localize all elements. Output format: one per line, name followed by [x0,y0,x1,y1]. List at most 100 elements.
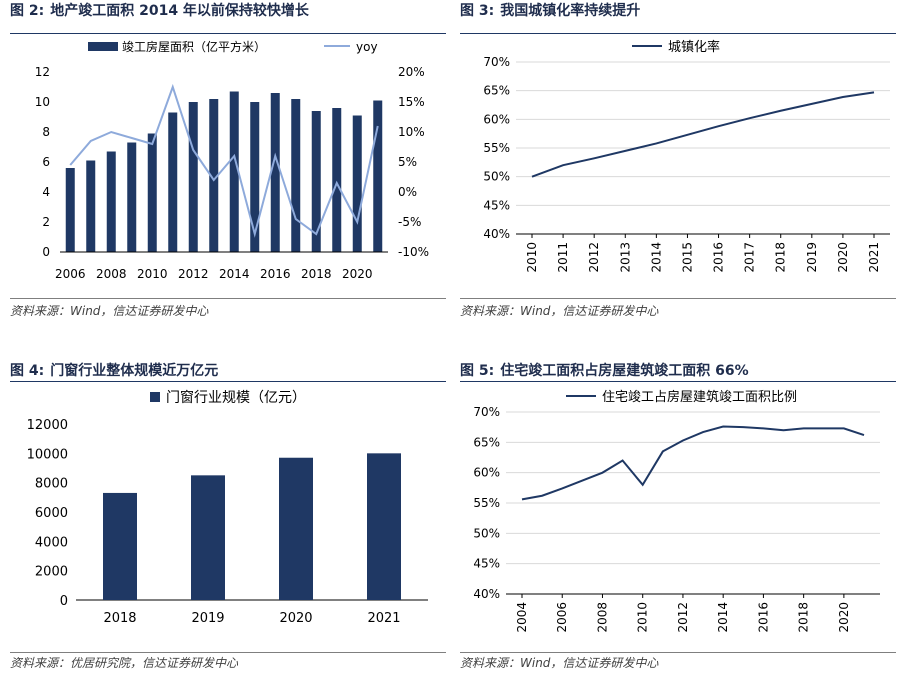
x-tick-label: 2018 [774,242,788,273]
fig3-title: 图 3: 我国城镇化率持续提升 [460,3,641,19]
bar [291,99,301,252]
x-tick-label: 2017 [743,242,757,273]
fig5-title: 图 5: 住宅竣工面积占房屋建筑竣工面积 66% [460,363,749,379]
x-tick-label: 2021 [867,242,881,273]
x-tick-label: 2013 [618,242,632,273]
fig3-source: 资料来源：Wind，信达证券研发中心 [460,304,659,318]
bar [209,99,219,252]
x-tick-label: 2006 [55,267,86,281]
x-tick-label: 2008 [595,602,609,633]
series-line [531,91,875,178]
y-left-tick-label: 8 [42,125,50,139]
y-left-tick-label: 6 [42,155,50,169]
bar [229,91,239,252]
bar [65,168,75,252]
y-left-tick-label: 4 [42,185,50,199]
y-right-tick-label: -5% [398,215,421,229]
bar [373,100,383,252]
bar [311,111,321,252]
x-tick-label: 2010 [137,267,168,281]
panel-fig5: 图 5: 住宅竣工面积占房屋建筑竣工面积 66% 40% 45% 50% 55% 60% 6… [460,360,896,680]
bar [127,142,137,252]
x-tick-label: 2018 [797,602,811,633]
y-tick-label: 4000 [35,535,68,550]
y-right-tick-label: 0% [398,185,417,199]
fig5-source: 资料来源：Wind，信达证券研发中心 [460,656,659,670]
fig3-chart: 40% 45% 50% 55% 60% 65% 70% 2010 2011 2012 2013 201… [483,39,890,273]
y-tick-label: 55% [473,496,500,510]
x-tick-label: 2006 [555,602,569,633]
x-tick-label: 2016 [260,267,291,281]
y-tick-label: 65% [483,84,510,98]
x-tick-label: 2010 [636,602,650,633]
y-left-tick-label: 2 [42,215,50,229]
y-tick-label: 40% [473,587,500,601]
legend-swatch [150,392,160,402]
legend-label: 住宅竣工占房屋建筑竣工面积比例 [602,389,797,405]
bar [270,93,280,252]
x-tick-label: 2014 [716,602,730,633]
y-tick-label: 2000 [35,565,68,580]
y-tick-label: 45% [473,557,500,571]
legend-label-yoy: yoy [356,40,378,54]
x-tick-label: 2020 [836,242,850,273]
y-tick-label: 65% [473,435,500,449]
y-left-tick-label: 0 [42,245,50,259]
fig2-source: 资料来源：Wind，信达证券研发中心 [10,304,209,318]
panel-fig2: 图 2: 地产竣工面积 2014 年以前保持较快增长 竣工房屋面积（亿平方米） yo… [10,0,446,330]
x-tick-label: 2012 [587,242,601,273]
y-tick-label: 70% [473,405,500,419]
y-right-tick-label: 20% [398,65,425,79]
bar [250,102,260,252]
x-tick-label: 2015 [680,242,694,273]
x-tick-label: 2012 [178,267,209,281]
y-tick-label: 50% [473,526,500,540]
x-tick-label: 2014 [219,267,250,281]
y-right-tick-label: 5% [398,155,417,169]
fig4-chart: 0 2000 4000 6000 8000 10000 12000 2018 2019 2020 2… [27,389,428,626]
fig4-title: 图 4: 门窗行业整体规模近万亿元 [10,363,219,379]
bar [106,151,116,252]
fig5-chart: 40% 45% 50% 55% 60% 65% 70% 2004 2006 2008 2010 201… [473,389,880,633]
x-tick-label: 2018 [301,267,332,281]
yoy-line [69,83,379,238]
fig4-source: 资料来源：优居研究院，信达证券研发中心 [10,656,239,670]
y-tick-label: 12000 [27,418,68,433]
y-tick-label: 55% [483,141,510,155]
y-tick-label: 10000 [27,447,68,462]
bar [352,115,362,252]
y-tick-label: 60% [473,466,500,480]
fig2-chart: 竣工房屋面积（亿平方米） yoy 0 2 4 6 8 10 12 -10% -5% 0% 5% 10% 15… [35,39,429,281]
bar [332,108,342,252]
panel-fig3: 图 3: 我国城镇化率持续提升 40% 45% 50% 55% 60% 65% 70% 2010… [460,0,896,330]
bar [86,160,96,252]
x-tick-label: 2008 [96,267,127,281]
bar [367,453,401,600]
y-right-tick-label: -10% [398,245,429,259]
y-right-tick-label: 10% [398,125,425,139]
x-tick-label: 2021 [367,611,400,626]
y-right-tick-label: 15% [398,95,425,109]
bar [188,102,198,252]
y-tick-label: 8000 [35,477,68,492]
bar [279,457,313,600]
bar [191,475,225,600]
y-left-tick-label: 12 [35,65,50,79]
x-tick-label: 2018 [103,611,136,626]
y-tick-label: 60% [483,112,510,126]
x-tick-label: 2019 [805,242,819,273]
x-tick-label: 2014 [649,242,663,273]
y-tick-label: 70% [483,55,510,69]
y-tick-label: 6000 [35,506,68,521]
x-tick-label: 2016 [756,602,770,633]
y-tick-label: 50% [483,170,510,184]
y-tick-label: 40% [483,227,510,241]
bar [147,133,157,252]
x-tick-label: 2011 [556,242,570,273]
x-tick-label: 2004 [515,602,529,633]
x-tick-label: 2020 [342,267,373,281]
x-tick-label: 2012 [676,602,690,633]
series-line [521,425,865,501]
bar [103,492,137,600]
panel-fig4: 图 4: 门窗行业整体规模近万亿元 0 2000 4000 6000 8000 10000 1… [10,360,446,680]
